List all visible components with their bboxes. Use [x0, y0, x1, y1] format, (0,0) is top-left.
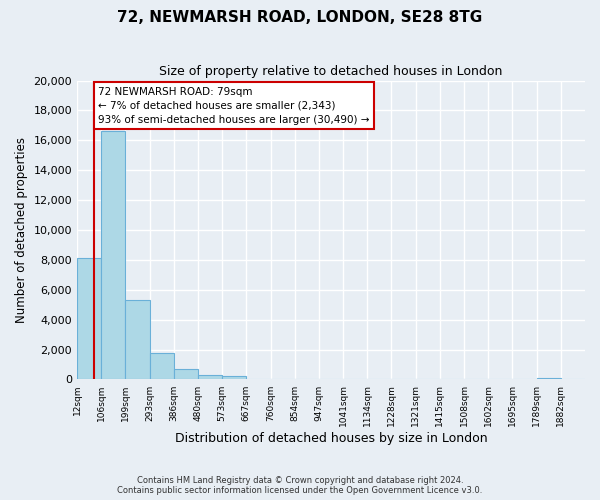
- Bar: [174, 369, 198, 380]
- Bar: [149, 352, 174, 380]
- Text: Contains HM Land Registry data © Crown copyright and database right 2024.
Contai: Contains HM Land Registry data © Crown c…: [118, 476, 482, 495]
- Y-axis label: Number of detached properties: Number of detached properties: [15, 137, 28, 323]
- Bar: [101, 132, 125, 380]
- Text: 72 NEWMARSH ROAD: 79sqm
← 7% of detached houses are smaller (2,343)
93% of semi-: 72 NEWMARSH ROAD: 79sqm ← 7% of detached…: [98, 86, 370, 124]
- Bar: [222, 376, 247, 380]
- Text: 72, NEWMARSH ROAD, LONDON, SE28 8TG: 72, NEWMARSH ROAD, LONDON, SE28 8TG: [118, 10, 482, 25]
- Bar: [77, 258, 101, 380]
- Bar: [536, 378, 561, 380]
- Bar: [125, 300, 149, 380]
- Bar: [198, 375, 222, 380]
- Title: Size of property relative to detached houses in London: Size of property relative to detached ho…: [160, 65, 503, 78]
- X-axis label: Distribution of detached houses by size in London: Distribution of detached houses by size …: [175, 432, 487, 445]
